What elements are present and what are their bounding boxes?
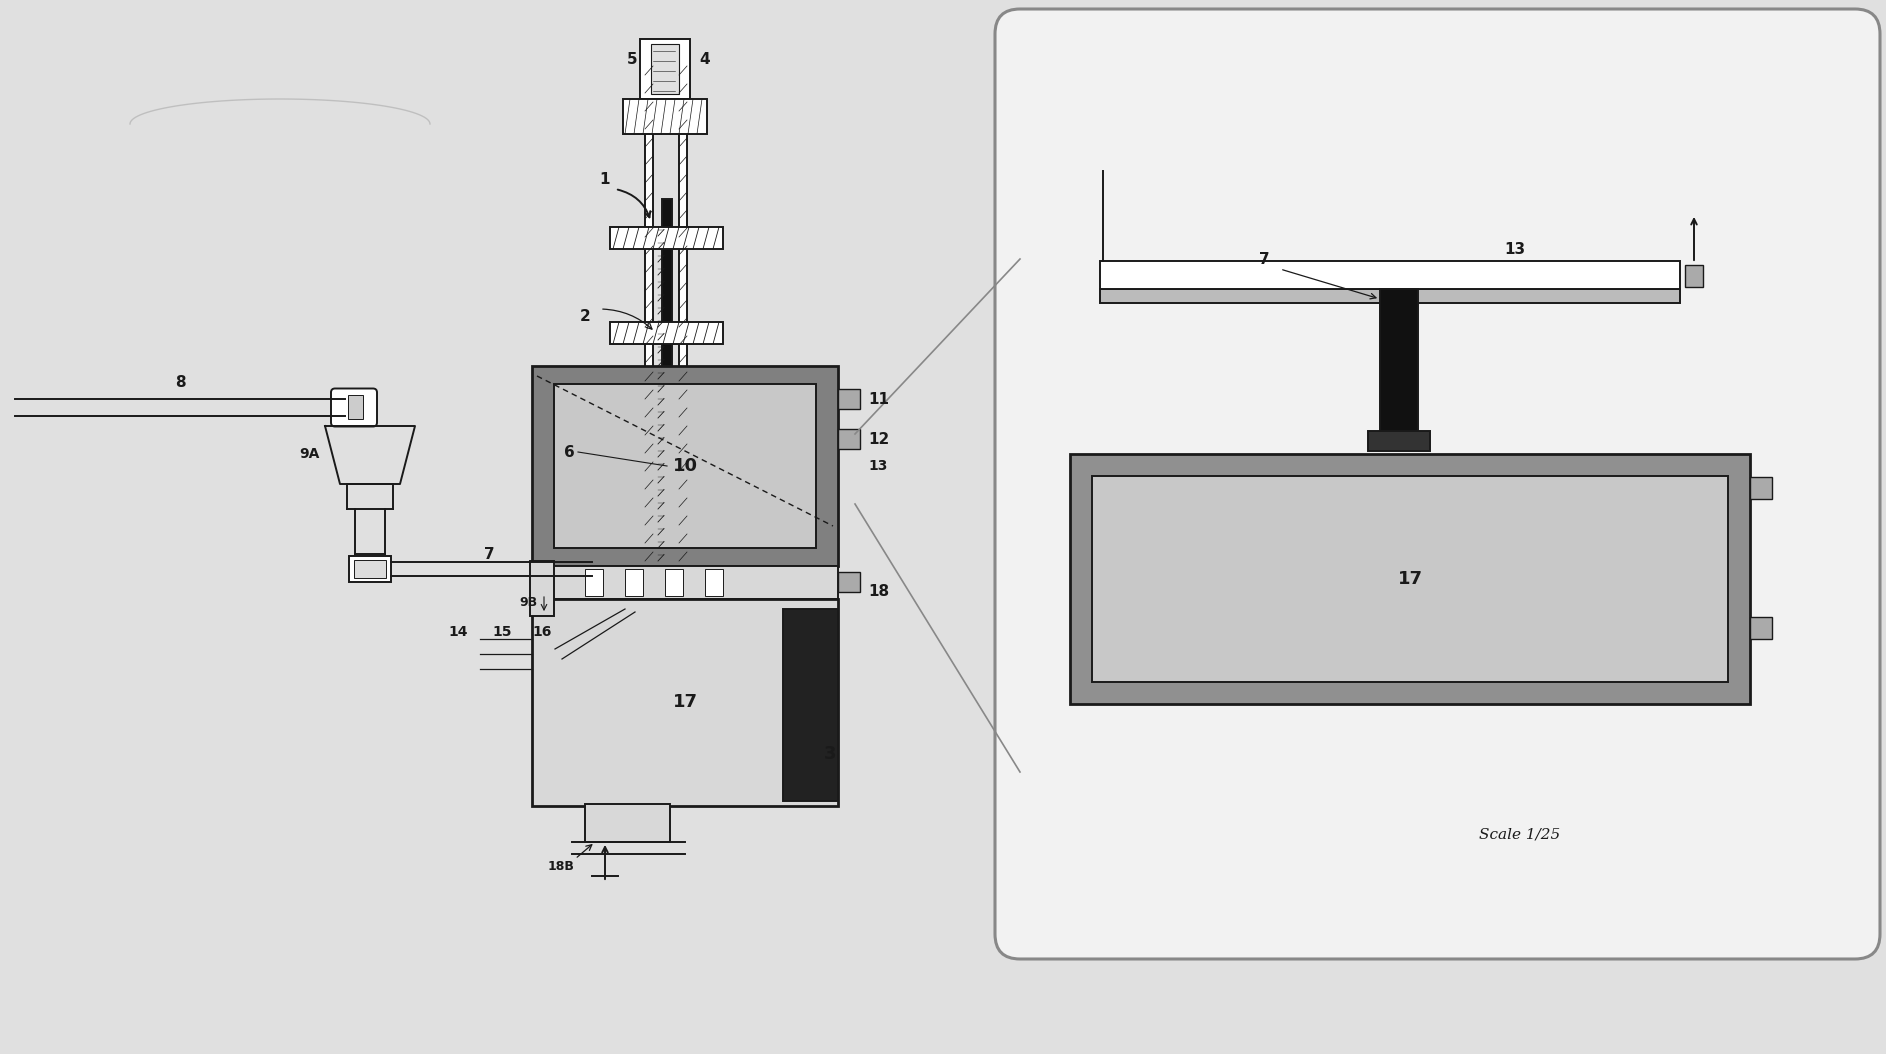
Text: Scale 1/25: Scale 1/25 (1479, 827, 1560, 841)
Bar (1750, 477, 1773, 499)
Bar (624, 569, 643, 596)
Bar (639, 39, 690, 99)
Bar (666, 569, 683, 596)
Bar (349, 557, 390, 582)
Bar (1100, 261, 1680, 289)
Text: 9B: 9B (521, 596, 538, 608)
Bar (783, 609, 837, 801)
Bar (554, 384, 817, 548)
Ellipse shape (339, 392, 360, 423)
Bar (530, 561, 554, 616)
Bar (532, 566, 837, 599)
Bar (705, 569, 722, 596)
Bar (622, 99, 707, 134)
Bar (651, 44, 679, 94)
Bar (837, 572, 860, 592)
Text: 8: 8 (175, 374, 185, 390)
Text: 12: 12 (868, 431, 890, 447)
Text: 9A: 9A (300, 447, 321, 461)
Bar (349, 395, 362, 419)
Text: 13: 13 (868, 458, 888, 473)
Text: 3: 3 (824, 745, 835, 763)
Bar (532, 366, 837, 566)
Text: 17: 17 (1398, 570, 1422, 588)
FancyBboxPatch shape (996, 9, 1880, 959)
Bar (609, 323, 722, 344)
Bar (585, 569, 604, 596)
Text: 17: 17 (673, 692, 698, 711)
Text: 5: 5 (626, 52, 637, 66)
Text: 2: 2 (579, 309, 590, 324)
Bar (355, 560, 387, 578)
Bar (837, 429, 860, 449)
Text: 1: 1 (600, 172, 611, 187)
Bar (585, 804, 670, 842)
Bar (1069, 454, 1750, 704)
Text: 7: 7 (485, 547, 494, 562)
Bar (662, 199, 671, 599)
Text: 11: 11 (868, 391, 888, 407)
Text: 18: 18 (868, 585, 888, 600)
FancyBboxPatch shape (332, 389, 377, 427)
Bar (1092, 476, 1728, 682)
Bar (532, 599, 837, 806)
Text: 14: 14 (449, 625, 468, 639)
Text: 4: 4 (700, 52, 711, 66)
Bar (645, 64, 653, 566)
Text: 7: 7 (1260, 252, 1269, 267)
Bar (609, 227, 722, 249)
Text: 6: 6 (564, 445, 575, 460)
Bar (679, 64, 687, 566)
Text: 13: 13 (1505, 241, 1526, 256)
Text: 15: 15 (492, 625, 511, 639)
Bar (1381, 289, 1418, 440)
Bar (837, 389, 860, 409)
Text: 16: 16 (532, 625, 553, 639)
Text: 10: 10 (673, 457, 698, 475)
Bar (1750, 617, 1773, 639)
Bar (1100, 289, 1680, 302)
Bar (585, 557, 600, 581)
Bar (1367, 431, 1430, 451)
Bar (1684, 265, 1703, 287)
Text: 18B: 18B (549, 859, 575, 873)
